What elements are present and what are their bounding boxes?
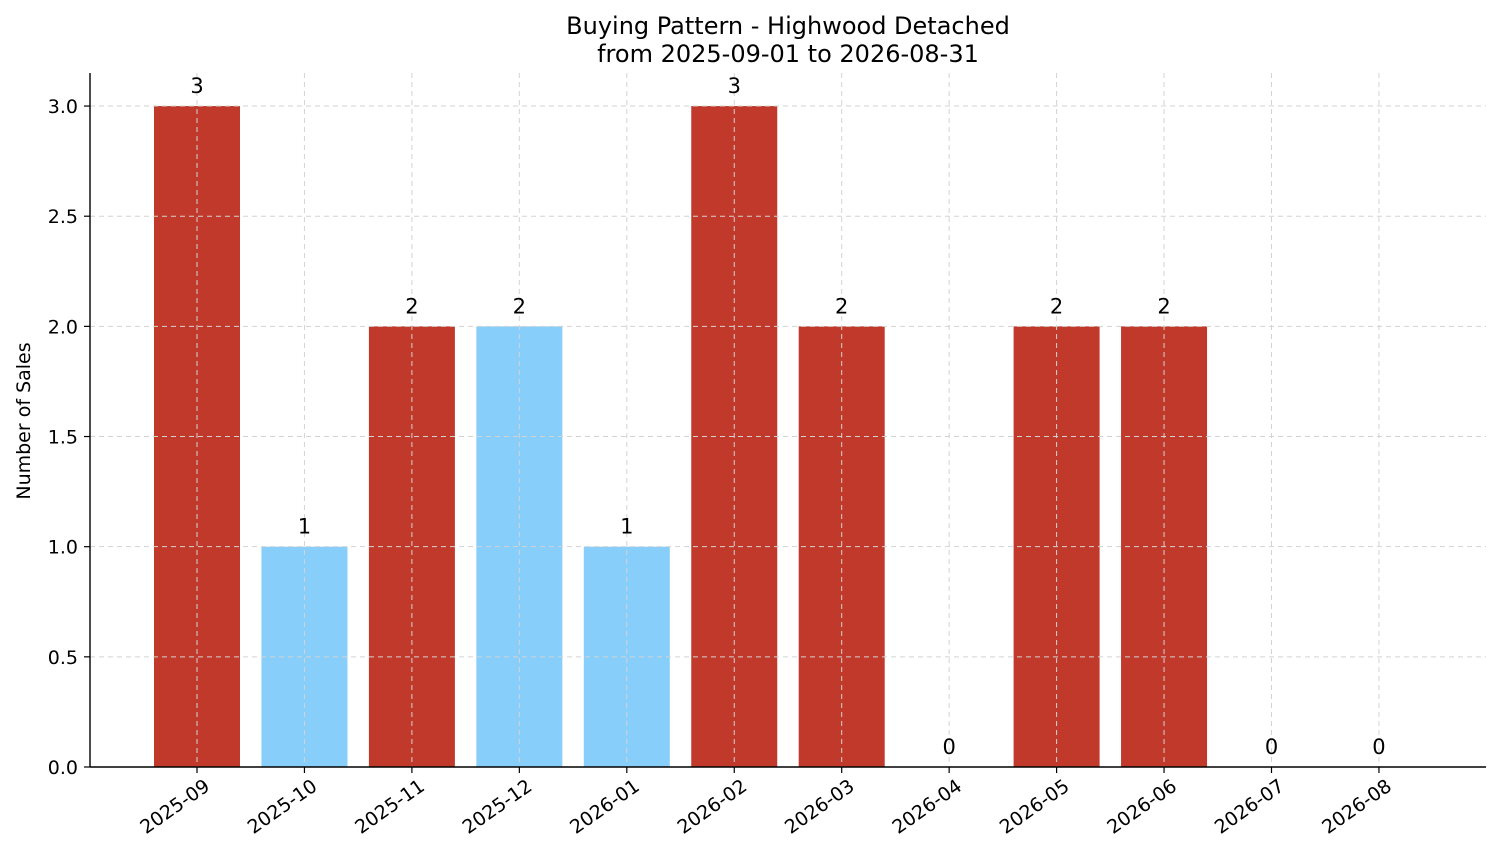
x-tick-label: 2026-08 — [1318, 775, 1396, 839]
x-tick-label: 2025-09 — [136, 775, 214, 839]
x-tick-label: 2025-10 — [244, 775, 322, 839]
y-axis-ticks: 0.0 0.5 1.0 1.5 2.0 2.5 3.0 — [48, 96, 90, 779]
y-axis-title: Number of Sales — [13, 342, 35, 499]
x-tick-label: 2026-02 — [673, 775, 751, 839]
data-label: 2 — [835, 294, 848, 318]
axes — [89, 73, 1486, 768]
grid — [90, 73, 1486, 767]
data-label: 0 — [1265, 735, 1278, 759]
chart-title: Buying Pattern - Highwood Detached — [566, 12, 1010, 40]
data-label: 3 — [728, 74, 741, 98]
y-tick-label: 1.0 — [48, 537, 78, 559]
data-label: 2 — [1157, 294, 1170, 318]
y-tick-label: 2.5 — [48, 206, 78, 228]
x-tick-label: 2026-06 — [1103, 775, 1181, 839]
x-tick-label: 2026-01 — [566, 775, 644, 839]
data-label: 3 — [190, 74, 203, 98]
x-tick-label: 2026-07 — [1211, 775, 1289, 839]
data-label: 0 — [1372, 735, 1385, 759]
y-tick-label: 2.0 — [48, 316, 78, 338]
x-tick-label: 2025-11 — [351, 775, 429, 839]
x-axis-ticks: 2025-09 2025-10 2025-11 2025-12 2026-01 2026-… — [136, 767, 1396, 839]
x-tick-label: 2026-05 — [996, 775, 1074, 839]
data-label: 1 — [620, 515, 633, 539]
x-tick-label: 2025-12 — [459, 775, 537, 839]
y-tick-label: 0.0 — [48, 757, 78, 779]
x-tick-label: 2026-04 — [888, 775, 966, 839]
data-label: 0 — [942, 735, 955, 759]
data-label: 2 — [1050, 294, 1063, 318]
y-tick-label: 3.0 — [48, 96, 78, 118]
bars — [154, 106, 1208, 768]
x-tick-label: 2026-03 — [781, 775, 859, 839]
data-label: 2 — [513, 294, 526, 318]
data-label: 1 — [298, 515, 311, 539]
data-label: 2 — [405, 294, 418, 318]
y-tick-label: 0.5 — [48, 647, 78, 669]
data-labels: 3 1 2 2 1 3 2 0 2 2 0 0 — [190, 74, 1385, 759]
y-tick-label: 1.5 — [48, 427, 78, 449]
chart-subtitle: from 2025-09-01 to 2026-08-31 — [597, 40, 979, 68]
